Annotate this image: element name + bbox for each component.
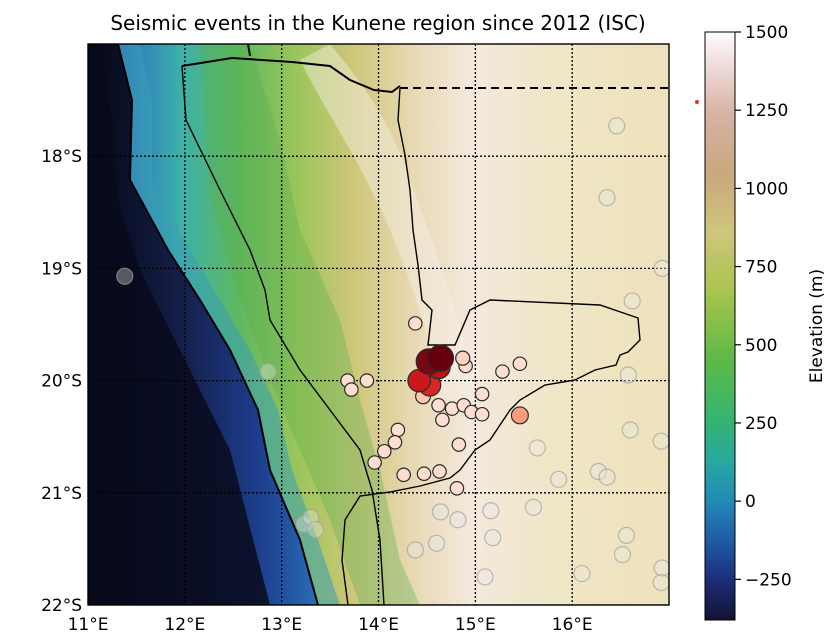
faint-event-point	[617, 526, 635, 545]
faint-event-point	[621, 421, 639, 439]
seismic-event-point	[431, 397, 446, 413]
colorbar-tick-label: 1250	[745, 101, 788, 121]
seismic-event-point	[407, 316, 423, 331]
colorbar-label: Elevation (m)	[807, 269, 827, 383]
faint-event-point	[259, 363, 277, 381]
seismic-event-point	[377, 443, 392, 459]
faint-event-point	[608, 117, 626, 135]
seismic-event-point	[435, 412, 450, 428]
plot-frame	[87, 43, 670, 606]
seismic-event-point	[432, 464, 447, 479]
y-axis: 18°S 19°S 20°S 21°S 22°S	[41, 147, 82, 616]
political-boundaries	[117, 44, 669, 605]
faint-event-point	[550, 470, 568, 488]
seismic-event-point	[367, 455, 382, 470]
faint-event-point	[428, 534, 446, 552]
faint-event-point	[449, 511, 467, 529]
faint-event-point	[528, 439, 546, 457]
colorbar-tick-label: 0	[745, 492, 756, 512]
seismic-event-point	[510, 406, 529, 425]
faint-event-point	[431, 503, 450, 521]
faint-event-point	[598, 189, 616, 207]
faint-event-point	[613, 545, 632, 564]
faint-event-point	[652, 432, 669, 450]
colorbar-tick-label: 750	[745, 258, 777, 278]
faint-event-point	[598, 468, 616, 486]
seismic-event-point	[512, 356, 528, 372]
faint-event-point	[306, 521, 325, 539]
seismic-event-point	[426, 344, 455, 372]
seismic-event-point	[387, 435, 403, 450]
faint-event-point	[524, 498, 543, 516]
colorbar-tick-label: −250	[745, 570, 792, 590]
seismic-event-point	[474, 386, 490, 402]
seismic-event-point	[455, 350, 471, 366]
faint-event-point	[653, 259, 669, 277]
seismic-event-point	[495, 364, 510, 379]
faint-event-point	[406, 541, 424, 559]
faint-event-point	[573, 564, 591, 583]
chart-title: Seismic events in the Kunene region sinc…	[110, 11, 645, 35]
offplot-marker	[695, 100, 699, 104]
graticule-grid	[88, 44, 669, 605]
x-axis: 11°E 12°E 13°E 14°E 15°E 16°E	[68, 615, 593, 635]
x-tick-label: 13°E	[261, 615, 302, 635]
x-tick-label: 11°E	[68, 615, 109, 635]
seismic-event-point	[474, 406, 490, 422]
faint-event-point	[589, 462, 607, 481]
colorbar-tick-label: 1500	[745, 23, 788, 43]
seismic-event-point	[451, 437, 467, 452]
faint-event-point	[484, 529, 502, 547]
y-tick-label: 18°S	[41, 147, 82, 167]
seismic-event-point	[449, 481, 465, 496]
colorbar-tick-label: 1000	[745, 179, 788, 199]
faint-event-point	[482, 502, 500, 520]
x-tick-label: 14°E	[358, 615, 399, 635]
x-tick-label: 12°E	[164, 615, 205, 635]
colorbar-tick-label: 500	[745, 336, 777, 356]
seismic-event-point	[359, 373, 375, 388]
colorbar-tick-label: 250	[745, 414, 777, 434]
faint-event-point	[476, 568, 494, 586]
faint-event-point	[116, 267, 134, 285]
faint-event-point	[652, 573, 669, 592]
y-tick-label: 22°S	[41, 596, 82, 616]
faint-event-point	[653, 559, 669, 577]
faint-events	[116, 117, 669, 592]
x-tick-label: 16°E	[552, 615, 593, 635]
colorbar-gradient	[704, 31, 736, 621]
seismic-event-point	[344, 382, 359, 397]
y-tick-label: 20°S	[41, 372, 82, 392]
faint-event-point	[619, 366, 637, 384]
seismic-events	[340, 316, 529, 496]
y-tick-label: 19°S	[41, 259, 82, 279]
seismic-event-point	[416, 466, 432, 482]
faint-event-point	[623, 292, 641, 310]
seismic-event-point	[396, 467, 411, 483]
colorbar-ticks: −250 0 250 500 750 1000 1250 1500	[735, 23, 792, 590]
y-tick-label: 21°S	[41, 484, 82, 504]
seismic-event-point	[390, 422, 406, 438]
x-tick-label: 15°E	[455, 615, 496, 635]
elevation-colorbar: −250 0 250 500 750 1000 1250 1500 Elevation (m)	[704, 23, 827, 621]
